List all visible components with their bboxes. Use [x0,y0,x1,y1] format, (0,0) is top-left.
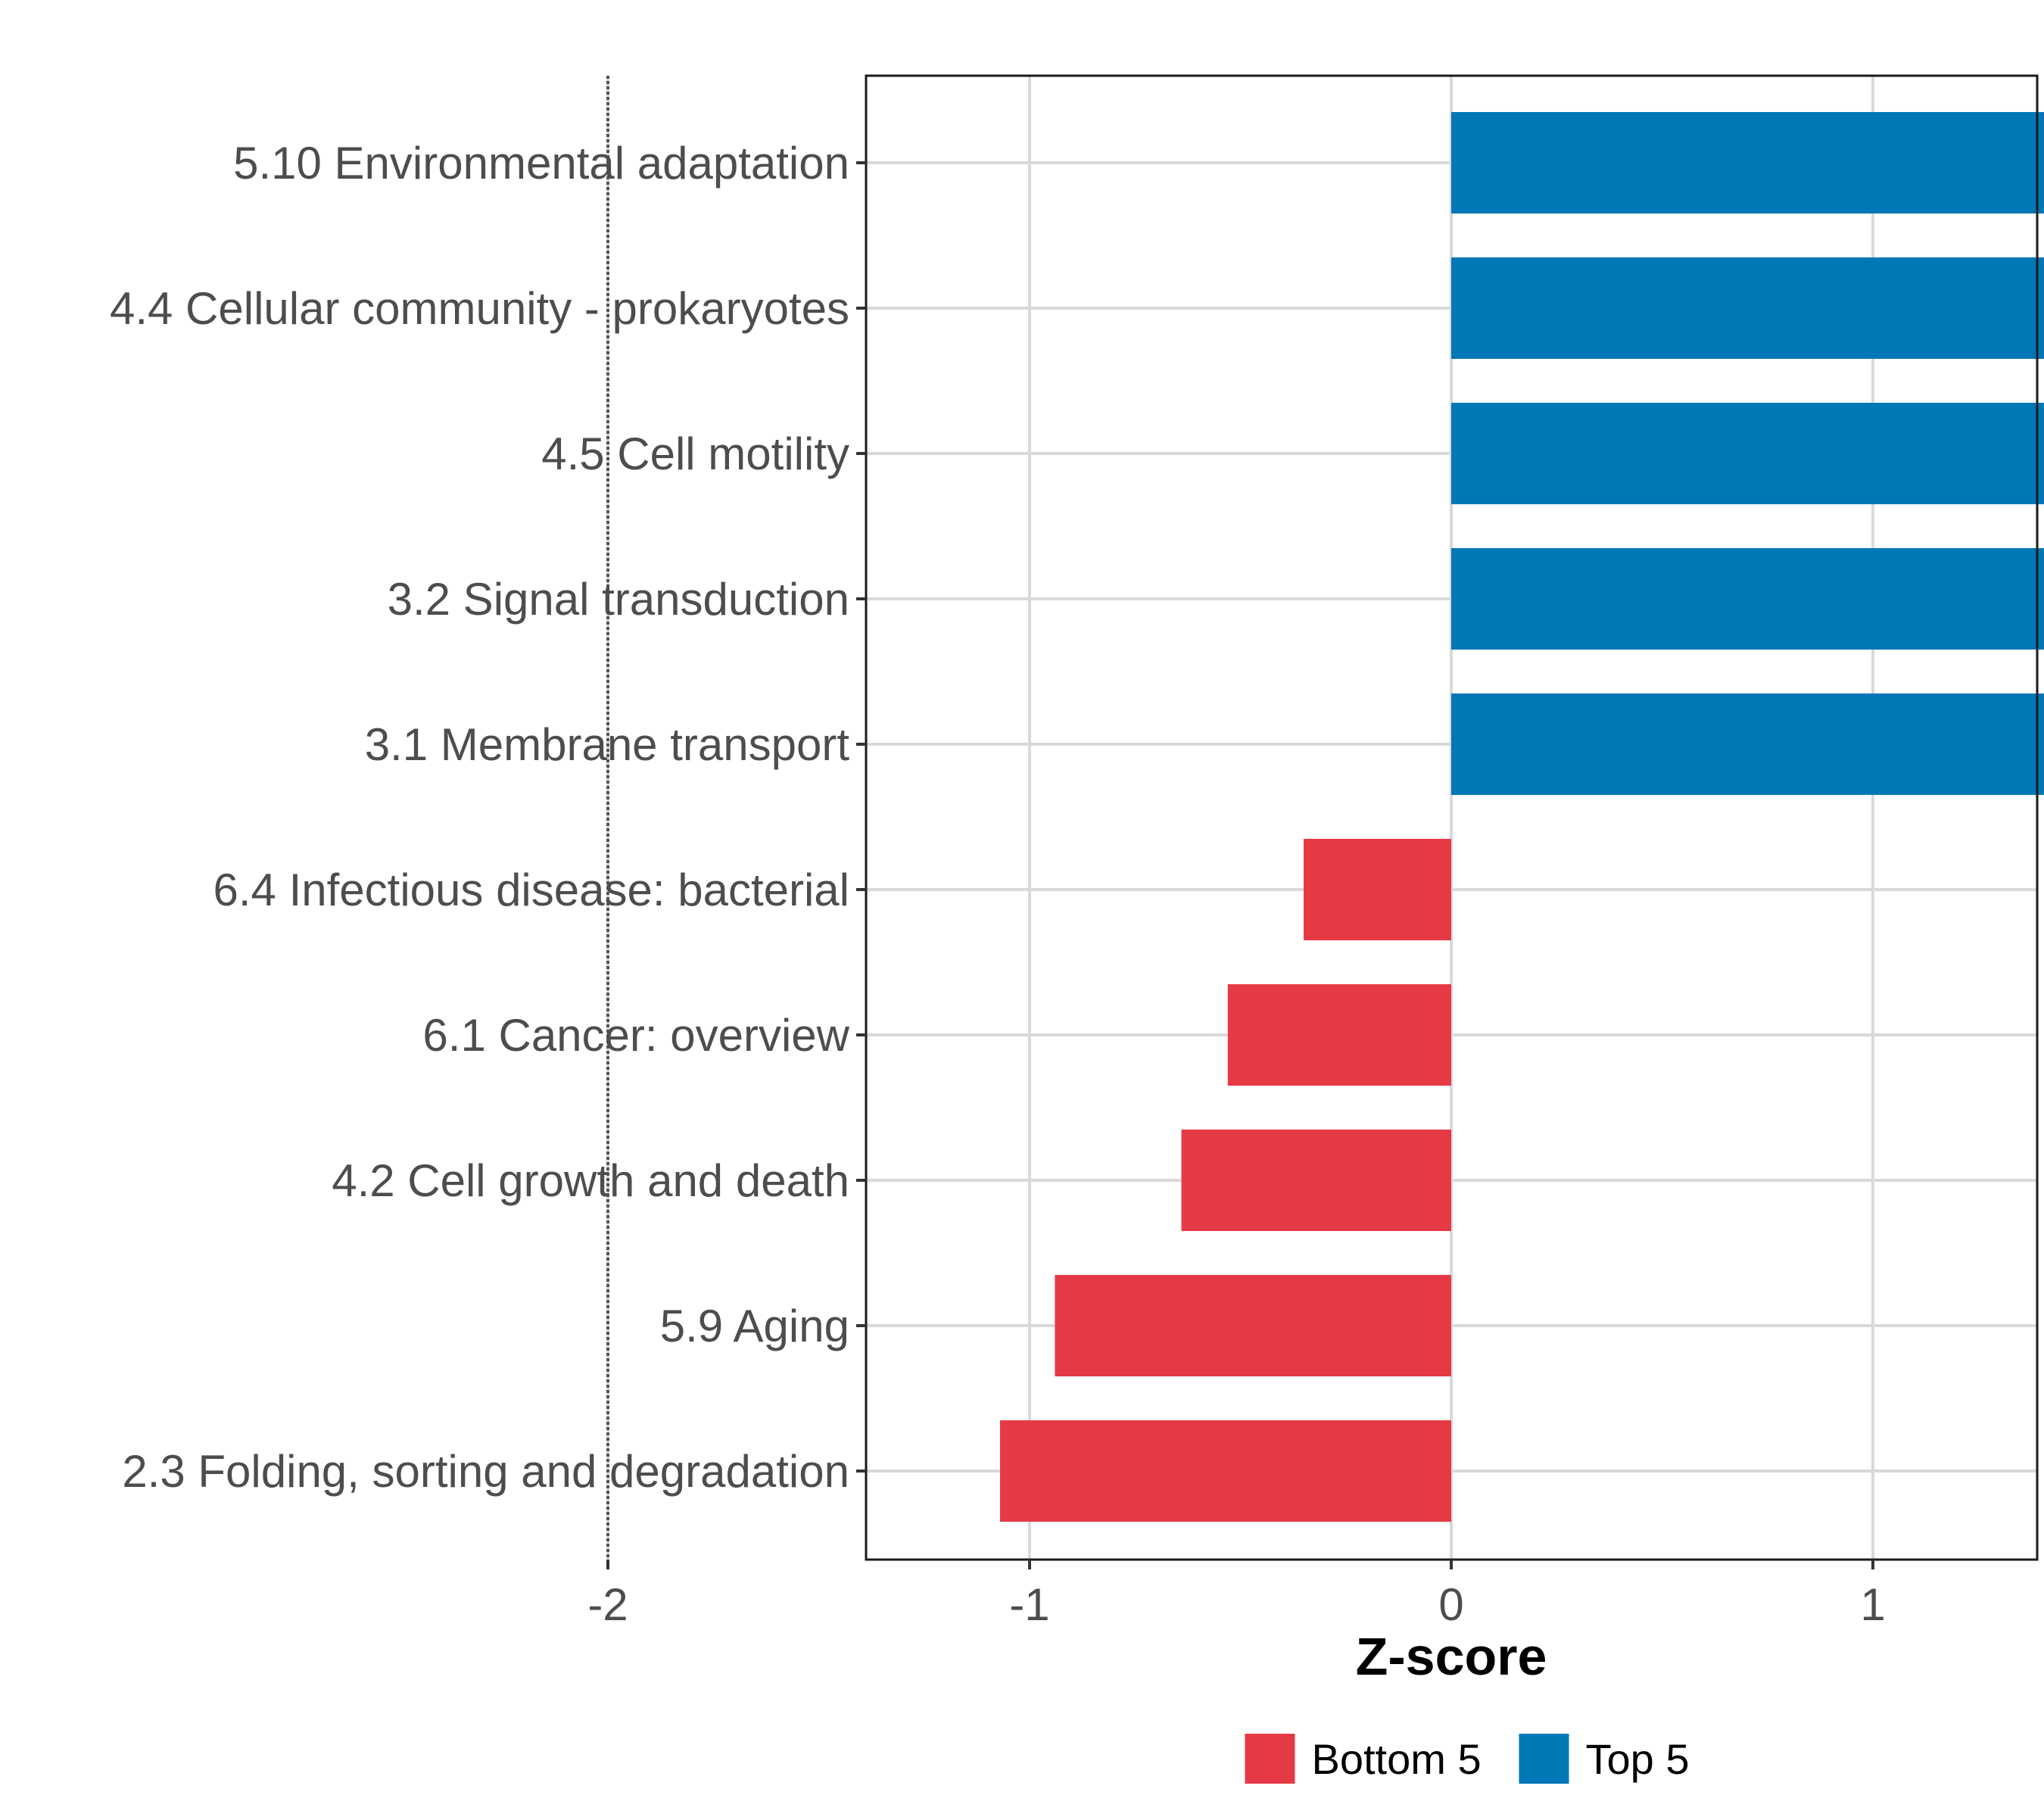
bar [1181,1130,1451,1231]
x-tick-label: 1 [1860,1579,1885,1630]
y-tick-label: 4.5 Cell motility [541,429,849,479]
bar [1451,548,2044,650]
legend: Bottom 5 Top 5 [1245,1734,1690,1784]
legend-label: Top 5 [1586,1735,1690,1783]
y-axis: 5.10 Environmental adaptation 4.4 Cellula… [110,138,866,1497]
legend-label: Bottom 5 [1312,1735,1482,1783]
bar [1304,839,1451,940]
y-tick-label: 4.4 Cellular community - prokaryotes [110,283,849,334]
x-axis: -2-1012 [587,1560,1886,1630]
y-tick-label: 5.10 Environmental adaptation [233,138,849,189]
y-tick-label: 5.9 Aging [660,1301,849,1351]
bar [1451,693,2044,795]
bar [1451,112,2044,213]
bar [1055,1275,1451,1376]
y-tick-label: 4.2 Cell growth and death [332,1155,849,1206]
y-tick-label: 2.3 Folding, sorting and degradation [122,1446,849,1497]
legend-swatch [1519,1734,1569,1784]
y-tick-label: 3.1 Membrane transport [365,719,850,770]
bar [1451,403,2044,504]
bar [1000,1420,1451,1522]
x-tick-label: -2 [587,1579,628,1630]
x-tick-label: 0 [1438,1579,1463,1630]
x-axis-title: Z-score [1356,1627,1547,1686]
y-tick-label: 3.2 Signal transduction [388,574,849,625]
reference-lines [606,76,609,1560]
bars [1000,112,2044,1522]
y-tick-label: 6.4 Infectious disease: bacterial [213,865,850,915]
y-tick-label: 6.1 Cancer: overview [422,1010,849,1061]
legend-swatch [1245,1734,1295,1784]
x-tick-label: -1 [1009,1579,1049,1630]
bar [1227,984,1451,1086]
bar [1451,257,2044,359]
